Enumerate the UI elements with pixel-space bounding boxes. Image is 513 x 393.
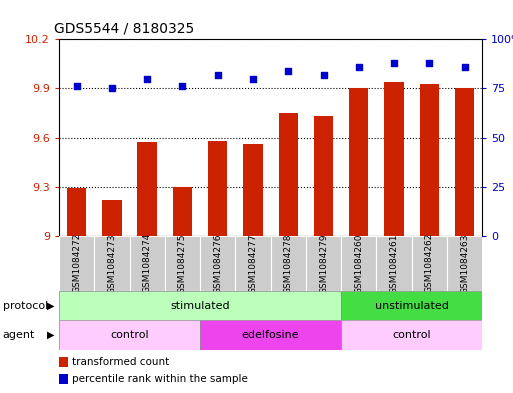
Point	[179, 83, 187, 90]
Bar	[59, 320, 200, 350]
Point	[72, 83, 81, 90]
Bar	[314, 116, 333, 236]
Bar	[420, 84, 439, 236]
Bar	[59, 236, 94, 291]
Text: percentile rank within the sample: percentile rank within the sample	[72, 374, 248, 384]
Point	[213, 72, 222, 78]
Bar	[200, 236, 235, 291]
Text: agent: agent	[3, 330, 35, 340]
Point	[461, 64, 469, 70]
Bar	[59, 291, 341, 320]
Bar	[102, 200, 122, 236]
Point	[425, 60, 433, 66]
Bar	[243, 144, 263, 236]
Bar	[270, 236, 306, 291]
Text: unstimulated: unstimulated	[374, 301, 449, 310]
Text: transformed count: transformed count	[72, 357, 170, 367]
Bar	[377, 236, 411, 291]
Text: ▶: ▶	[47, 330, 55, 340]
Bar	[165, 236, 200, 291]
Text: edelfosine: edelfosine	[242, 330, 300, 340]
Point	[390, 60, 398, 66]
Point	[284, 68, 292, 74]
Text: GSM1084277: GSM1084277	[248, 233, 258, 294]
Text: GSM1084275: GSM1084275	[178, 233, 187, 294]
Text: control: control	[392, 330, 431, 340]
Bar	[173, 187, 192, 236]
Bar	[137, 143, 157, 236]
Text: GDS5544 / 8180325: GDS5544 / 8180325	[54, 21, 194, 35]
Text: GSM1084261: GSM1084261	[389, 233, 399, 294]
Point	[320, 72, 328, 78]
Point	[354, 64, 363, 70]
Point	[143, 75, 151, 82]
Bar	[67, 188, 86, 236]
Bar	[200, 320, 341, 350]
Bar	[235, 236, 271, 291]
Bar	[208, 141, 227, 236]
Bar	[349, 88, 368, 236]
Bar	[411, 236, 447, 291]
Bar	[94, 236, 130, 291]
Bar	[341, 291, 482, 320]
Bar	[279, 113, 298, 236]
Text: stimulated: stimulated	[170, 301, 230, 310]
Text: GSM1084274: GSM1084274	[143, 233, 152, 294]
Text: GSM1084272: GSM1084272	[72, 233, 81, 294]
Text: control: control	[110, 330, 149, 340]
Text: ▶: ▶	[47, 301, 55, 310]
Text: GSM1084278: GSM1084278	[284, 233, 293, 294]
Bar	[341, 236, 377, 291]
Bar	[341, 320, 482, 350]
Text: protocol: protocol	[3, 301, 48, 310]
Bar	[455, 88, 475, 236]
Bar	[129, 236, 165, 291]
Text: GSM1084260: GSM1084260	[354, 233, 363, 294]
Point	[108, 85, 116, 92]
Text: GSM1084263: GSM1084263	[460, 233, 469, 294]
Text: GSM1084276: GSM1084276	[213, 233, 222, 294]
Point	[249, 75, 257, 82]
Bar	[447, 236, 482, 291]
Bar	[306, 236, 341, 291]
Text: GSM1084262: GSM1084262	[425, 233, 434, 294]
Bar	[384, 82, 404, 236]
Text: GSM1084273: GSM1084273	[107, 233, 116, 294]
Text: GSM1084279: GSM1084279	[319, 233, 328, 294]
